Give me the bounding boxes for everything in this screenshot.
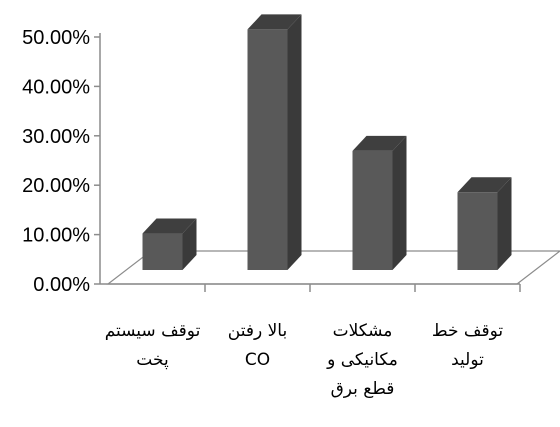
x-category-label: بالا رفتن CO [228,321,287,370]
bar-front [142,233,183,270]
bar-side [497,177,512,270]
bar [247,14,302,271]
y-tick-label: 50.00% [22,27,90,49]
bar [352,135,407,270]
x-category-label-line: مکانیکی و [326,350,398,370]
x-category-label-line: توقف خط [432,321,504,341]
x-category-label-line: قطع برق [331,379,395,399]
bar-top [457,177,512,193]
x-category-label-line: مشکلات [333,321,393,341]
x-category-label-line: تولید [451,350,484,370]
x-category-label: مشکلات مکانیکی و قطع برق [326,321,398,399]
y-tick-label: 30.00% [22,126,90,148]
bar-top [352,135,407,151]
x-category-label-line: توقف سیستم [105,321,201,341]
bar [142,218,197,270]
bar-top [142,218,197,234]
y-tick-label: 40.00% [22,76,90,98]
bar-front [247,29,288,271]
bar-side [392,135,407,270]
x-category-label-line: CO [245,350,270,370]
x-category-label: توقف خط تولید [432,321,504,370]
axis-layer [94,33,560,292]
bars-layer [142,14,512,271]
bar [457,177,512,270]
bar-side [287,14,302,271]
y-tick-label: 10.00% [22,225,90,247]
x-category-label-line: بالا رفتن [228,321,287,341]
bar-front [457,192,498,270]
x-category-label: توقف سیستم پخت [105,321,201,370]
x-category-label-line: پخت [136,350,169,370]
y-tick-label: 0.00% [33,274,90,296]
bar-top [247,14,302,30]
bar-side [182,218,197,270]
bar-front [352,150,393,270]
labels-layer: 0.00% 10.00% 20.00% 30.00% 40.00% 50.00% توقف … [22,27,503,399]
y-tick-label: 20.00% [22,175,90,197]
